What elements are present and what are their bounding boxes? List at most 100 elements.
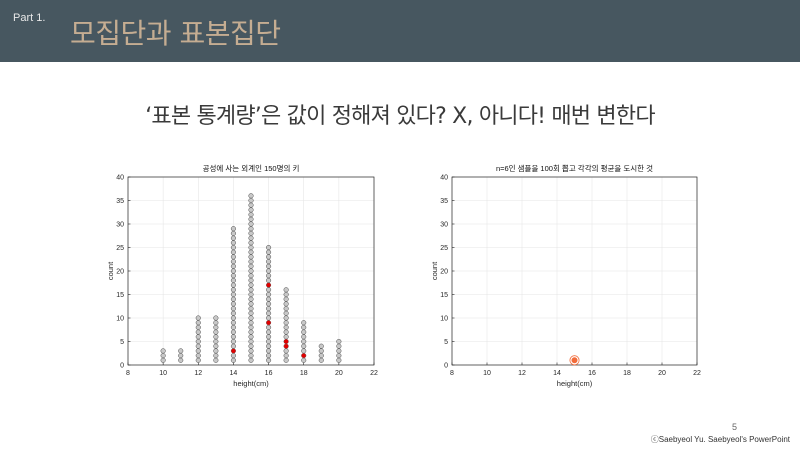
data-point bbox=[248, 216, 254, 222]
data-point bbox=[230, 353, 236, 359]
data-point bbox=[230, 244, 236, 251]
x-tick-label: 14 bbox=[553, 370, 561, 377]
data-point bbox=[230, 334, 236, 340]
y-tick-label: 15 bbox=[116, 292, 124, 299]
data-point bbox=[230, 259, 236, 265]
data-point bbox=[283, 353, 289, 359]
data-point bbox=[230, 301, 236, 307]
data-point bbox=[213, 315, 219, 321]
data-point bbox=[248, 197, 254, 204]
data-point bbox=[248, 202, 254, 208]
data-point bbox=[230, 230, 236, 236]
data-point bbox=[266, 273, 272, 279]
data-point bbox=[248, 334, 254, 340]
data-point bbox=[195, 334, 201, 340]
y-tick-label: 20 bbox=[440, 268, 448, 275]
x-tick-label: 22 bbox=[693, 370, 701, 377]
data-point bbox=[195, 357, 201, 363]
data-point bbox=[195, 315, 201, 321]
highlighted-sample-point bbox=[283, 344, 289, 349]
x-axis-label: height(cm) bbox=[233, 379, 269, 388]
y-tick-label: 0 bbox=[444, 362, 448, 369]
data-point bbox=[248, 249, 254, 255]
sample-mean-point bbox=[570, 356, 579, 365]
data-point bbox=[230, 343, 236, 349]
header-bar: Part 1. 모집단과 표본집단 bbox=[0, 0, 800, 62]
y-tick-label: 25 bbox=[116, 245, 124, 252]
data-point bbox=[266, 348, 272, 354]
data-point bbox=[230, 249, 236, 255]
highlighted-sample-point bbox=[301, 353, 306, 358]
data-point bbox=[248, 259, 254, 265]
data-point bbox=[266, 353, 272, 359]
data-point bbox=[230, 320, 236, 326]
data-point bbox=[230, 329, 236, 335]
data-point bbox=[248, 310, 254, 316]
y-axis-label: count bbox=[430, 261, 439, 280]
data-point bbox=[301, 343, 307, 349]
data-point bbox=[266, 343, 272, 349]
data-point bbox=[301, 334, 307, 340]
data-point bbox=[248, 296, 254, 302]
data-point bbox=[160, 357, 166, 363]
data-point bbox=[213, 348, 219, 354]
x-tick-label: 18 bbox=[300, 370, 308, 377]
data-point bbox=[266, 249, 272, 255]
data-point bbox=[248, 240, 254, 246]
y-tick-label: 35 bbox=[440, 198, 448, 205]
data-point bbox=[283, 310, 289, 316]
chart-title: 공성에 사는 외계인 150명의 키 bbox=[203, 163, 300, 173]
data-point bbox=[266, 334, 272, 340]
data-point bbox=[283, 348, 289, 354]
x-tick-label: 8 bbox=[126, 370, 130, 377]
data-point bbox=[178, 348, 184, 354]
data-point bbox=[248, 357, 254, 363]
data-point bbox=[178, 353, 184, 359]
data-point bbox=[266, 310, 272, 316]
page-number: 5 bbox=[732, 422, 738, 432]
data-point bbox=[213, 324, 219, 330]
highlighted-sample-point bbox=[266, 320, 271, 325]
data-point bbox=[213, 338, 219, 345]
data-point bbox=[266, 268, 272, 274]
data-point bbox=[195, 324, 201, 330]
data-point bbox=[248, 235, 254, 241]
data-point bbox=[230, 357, 236, 363]
chart-title: n=6인 샘플을 100회 뽑고 각각의 평균을 도시한 것 bbox=[496, 163, 653, 173]
x-tick-label: 12 bbox=[194, 370, 202, 377]
data-point bbox=[283, 291, 289, 298]
data-point bbox=[213, 320, 219, 326]
data-point bbox=[266, 357, 272, 363]
data-point bbox=[230, 324, 236, 330]
y-tick-label: 10 bbox=[440, 315, 448, 322]
data-point bbox=[248, 273, 254, 279]
data-point bbox=[283, 324, 289, 330]
data-point bbox=[248, 320, 254, 326]
x-tick-label: 16 bbox=[265, 370, 273, 377]
data-point bbox=[266, 287, 272, 293]
data-point bbox=[213, 329, 219, 335]
data-point bbox=[213, 343, 219, 349]
data-point bbox=[230, 268, 236, 274]
y-tick-label: 20 bbox=[116, 268, 124, 275]
x-tick-label: 10 bbox=[159, 370, 167, 377]
data-point bbox=[266, 254, 272, 260]
data-point bbox=[213, 353, 219, 359]
data-point bbox=[283, 329, 289, 335]
data-point bbox=[283, 357, 289, 363]
data-point bbox=[248, 329, 254, 335]
data-point bbox=[266, 263, 272, 269]
data-point bbox=[230, 277, 236, 283]
y-tick-label: 5 bbox=[120, 339, 124, 346]
data-point bbox=[301, 338, 307, 345]
data-point bbox=[266, 324, 272, 330]
y-tick-label: 25 bbox=[440, 245, 448, 252]
data-point bbox=[248, 277, 254, 283]
data-point bbox=[230, 296, 236, 302]
data-point bbox=[195, 329, 201, 335]
chart-1: 8 10 12 14 16 18 20 22 0 5 10 15 20 25 30 35 40 공성에 사는 외계… bbox=[106, 163, 378, 388]
data-point bbox=[301, 320, 307, 326]
data-point bbox=[266, 306, 272, 312]
copyright-text: ⓒSaebyeol Yu. Saebyeol's PowerPoint bbox=[650, 435, 790, 444]
data-point bbox=[160, 348, 166, 354]
